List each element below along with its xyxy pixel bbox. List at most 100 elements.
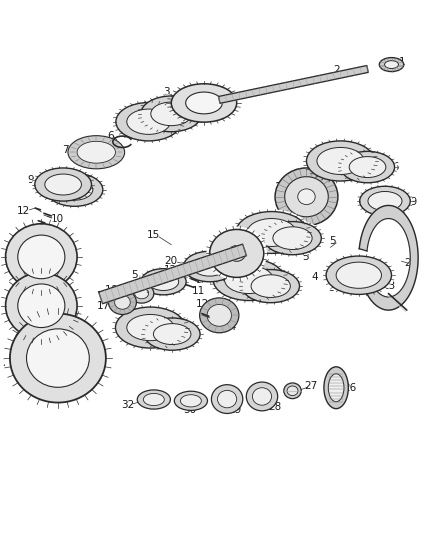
Text: 9: 9 (28, 175, 34, 185)
Text: 10: 10 (196, 276, 209, 286)
Polygon shape (219, 66, 368, 103)
Ellipse shape (207, 304, 231, 326)
Ellipse shape (360, 186, 410, 216)
Text: 24: 24 (223, 322, 237, 332)
Ellipse shape (232, 209, 311, 255)
Ellipse shape (56, 179, 93, 200)
Text: 12: 12 (17, 206, 31, 216)
Ellipse shape (18, 235, 65, 279)
Text: 25: 25 (3, 358, 16, 368)
Text: 26: 26 (343, 383, 357, 393)
Ellipse shape (115, 295, 130, 309)
Ellipse shape (206, 227, 267, 280)
Ellipse shape (167, 82, 240, 124)
Ellipse shape (303, 139, 378, 183)
Ellipse shape (109, 290, 136, 314)
Ellipse shape (116, 307, 185, 348)
Ellipse shape (328, 374, 344, 402)
Text: 27: 27 (304, 381, 318, 391)
Ellipse shape (141, 269, 186, 295)
Ellipse shape (186, 92, 223, 114)
Ellipse shape (275, 168, 338, 225)
Ellipse shape (10, 313, 106, 402)
Ellipse shape (287, 386, 298, 395)
Ellipse shape (32, 166, 94, 203)
Text: 28: 28 (268, 402, 282, 412)
Ellipse shape (181, 249, 238, 284)
Ellipse shape (127, 314, 174, 341)
Ellipse shape (43, 172, 106, 208)
Ellipse shape (45, 174, 81, 195)
Text: 4: 4 (270, 246, 277, 256)
Ellipse shape (252, 387, 272, 405)
Ellipse shape (35, 168, 92, 201)
Text: 4: 4 (311, 272, 318, 282)
Ellipse shape (1, 220, 81, 294)
Ellipse shape (242, 270, 300, 303)
Ellipse shape (138, 94, 205, 134)
Text: 2: 2 (334, 65, 340, 75)
Text: 5: 5 (328, 284, 335, 293)
Text: 12: 12 (164, 265, 177, 275)
Text: 17: 17 (97, 301, 110, 311)
Ellipse shape (338, 150, 397, 184)
Text: 1: 1 (399, 56, 406, 67)
Ellipse shape (349, 157, 386, 177)
Ellipse shape (1, 269, 81, 343)
Ellipse shape (141, 317, 203, 352)
Ellipse shape (141, 96, 202, 132)
Text: 5: 5 (329, 236, 336, 246)
Ellipse shape (68, 136, 125, 169)
Text: 21: 21 (3, 298, 16, 309)
Text: 7: 7 (63, 144, 69, 155)
Text: 3: 3 (164, 87, 170, 97)
Ellipse shape (298, 189, 315, 205)
Text: 5: 5 (131, 270, 138, 280)
Text: 4: 4 (312, 226, 318, 236)
Text: 29: 29 (228, 405, 241, 415)
Ellipse shape (213, 259, 285, 301)
Text: 5: 5 (143, 339, 149, 349)
Ellipse shape (357, 185, 413, 217)
Text: 12: 12 (196, 298, 209, 309)
Ellipse shape (184, 251, 236, 282)
Ellipse shape (379, 58, 404, 71)
Text: 18: 18 (3, 250, 16, 260)
Ellipse shape (251, 275, 290, 297)
Ellipse shape (18, 284, 65, 328)
Ellipse shape (340, 151, 395, 183)
Ellipse shape (336, 262, 381, 288)
Text: 5: 5 (392, 162, 399, 172)
Ellipse shape (138, 268, 188, 296)
Ellipse shape (200, 298, 239, 333)
Text: 23: 23 (383, 281, 396, 291)
Text: 10: 10 (50, 214, 64, 224)
Ellipse shape (27, 329, 89, 387)
Text: 20: 20 (164, 256, 177, 266)
Ellipse shape (212, 385, 243, 414)
Ellipse shape (323, 254, 395, 296)
Text: 16: 16 (105, 286, 118, 295)
Ellipse shape (247, 219, 296, 246)
Ellipse shape (112, 305, 189, 350)
Ellipse shape (144, 318, 200, 350)
Polygon shape (359, 205, 418, 310)
Text: 30: 30 (183, 405, 196, 415)
Ellipse shape (307, 141, 374, 181)
Ellipse shape (77, 141, 116, 163)
Ellipse shape (264, 222, 321, 255)
Ellipse shape (4, 308, 112, 408)
Text: 5: 5 (302, 252, 309, 262)
Text: 11: 11 (37, 221, 50, 231)
Ellipse shape (180, 395, 201, 407)
Text: 32: 32 (121, 400, 134, 410)
Ellipse shape (246, 382, 278, 411)
Ellipse shape (236, 212, 307, 253)
Ellipse shape (113, 101, 184, 143)
Ellipse shape (153, 324, 191, 344)
Text: 13: 13 (275, 182, 288, 192)
Ellipse shape (171, 84, 237, 122)
Text: 4: 4 (142, 103, 148, 114)
Ellipse shape (368, 191, 402, 211)
Ellipse shape (284, 383, 301, 399)
